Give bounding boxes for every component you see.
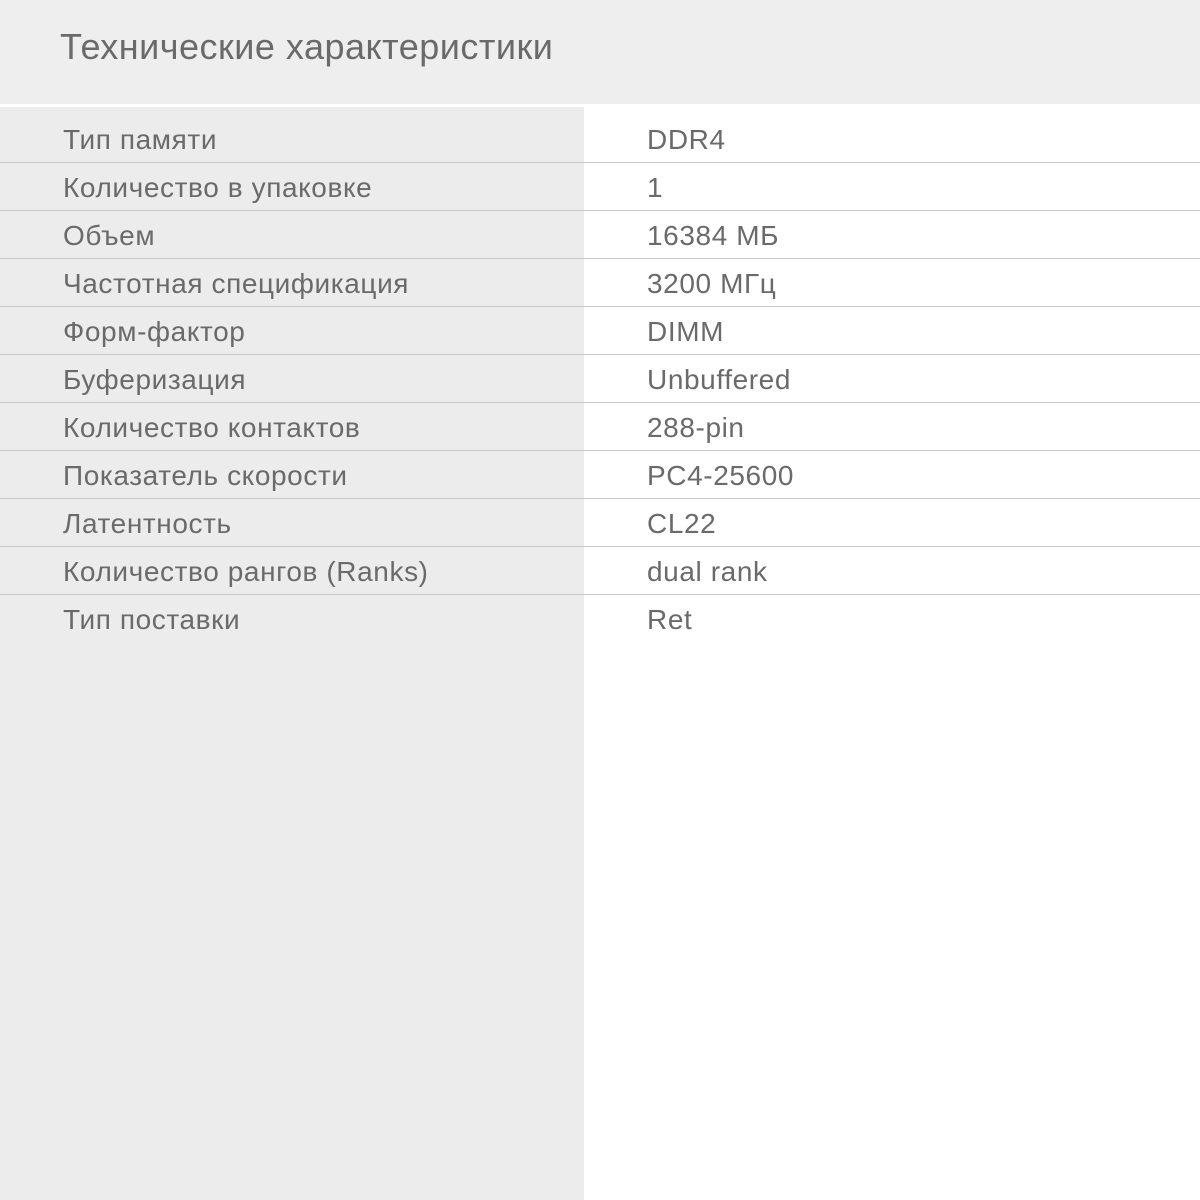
spec-row: Объем 16384 МБ — [0, 211, 1200, 259]
spec-value: dual rank — [647, 556, 768, 587]
spec-label: Тип поставки — [63, 604, 241, 635]
spec-value: DIMM — [647, 316, 725, 347]
spec-value: 288-pin — [647, 412, 745, 443]
spec-label: Объем — [63, 220, 156, 251]
spec-row: Тип памяти DDR4 — [0, 115, 1200, 163]
spec-row: Частотная спецификация 3200 МГц — [0, 259, 1200, 307]
spec-label: Форм-фактор — [63, 316, 246, 347]
spec-value: 1 — [647, 172, 664, 203]
spec-row: Количество рангов (Ranks) dual rank — [0, 547, 1200, 595]
page-title: Технические характеристики — [60, 26, 554, 67]
spec-table: Тип памяти DDR4 Количество в упаковке 1 Объе… — [0, 115, 1200, 642]
spec-label: Латентность — [63, 508, 232, 539]
spec-value: PC4-25600 — [647, 460, 795, 491]
spec-label: Буферизация — [63, 364, 247, 395]
spec-label: Количество рангов (Ranks) — [63, 556, 429, 587]
spec-row: Буферизация Unbuffered — [0, 355, 1200, 403]
divider — [0, 104, 1200, 107]
header: Технические характеристики — [0, 0, 1200, 104]
spec-label: Частотная спецификация — [63, 268, 410, 299]
spec-value: DDR4 — [647, 124, 726, 155]
spec-value: 16384 МБ — [647, 220, 780, 251]
spec-label: Количество в упаковке — [63, 172, 373, 203]
spec-row: Тип поставки Ret — [0, 595, 1200, 642]
spec-label: Показатель скорости — [63, 460, 348, 491]
spec-label: Количество контактов — [63, 412, 361, 443]
spec-value: Unbuffered — [647, 364, 792, 395]
spec-row: Показатель скорости PC4-25600 — [0, 451, 1200, 499]
spec-row: Латентность CL22 — [0, 499, 1200, 547]
label-column-background — [0, 107, 584, 1200]
spec-value: 3200 МГц — [647, 268, 777, 299]
spec-row: Форм-фактор DIMM — [0, 307, 1200, 355]
spec-label: Тип памяти — [63, 124, 218, 155]
spec-row: Количество контактов 288-pin — [0, 403, 1200, 451]
spec-row: Количество в упаковке 1 — [0, 163, 1200, 211]
spec-value: Ret — [647, 604, 693, 635]
spec-value: CL22 — [647, 508, 717, 539]
